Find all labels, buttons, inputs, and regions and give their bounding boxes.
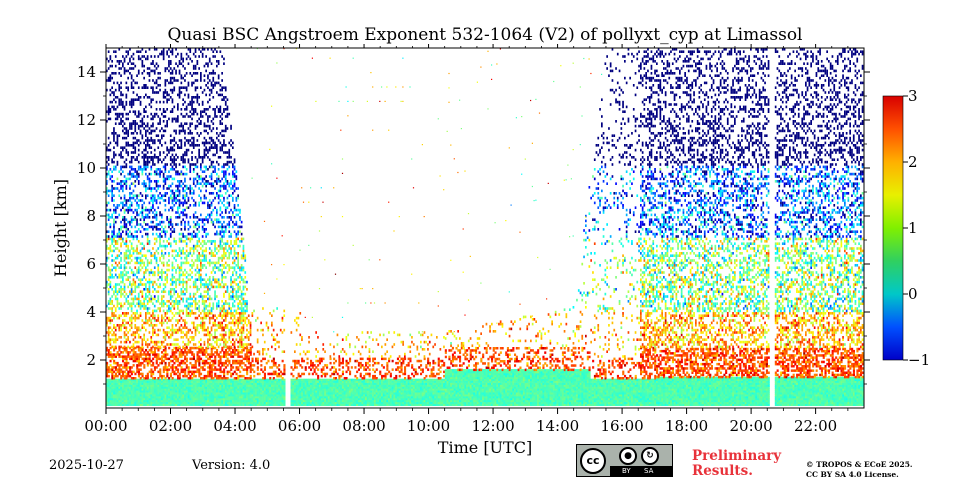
preliminary-results-note: Preliminary Results. [692, 449, 781, 479]
x-tick-label: 14:00 [536, 417, 579, 435]
y-tick-label: 12 [77, 111, 96, 129]
y-axis-label: Height [km] [51, 179, 70, 277]
x-tick-label: 12:00 [471, 417, 514, 435]
y-tick-label: 10 [77, 159, 96, 177]
colorbar-tick-label: 1 [908, 219, 918, 237]
colorbar [883, 96, 903, 360]
colorbar-tick-label: 0 [908, 285, 918, 303]
x-tick-label: 18:00 [665, 417, 708, 435]
license-strip: BY SA [610, 466, 672, 476]
x-tick-label: 10:00 [407, 417, 450, 435]
x-tick-label: 16:00 [600, 417, 643, 435]
preliminary-line-2: Results. [692, 464, 781, 479]
colorbar-tick-label: 3 [908, 87, 918, 105]
cc-license-badge: cc ● ↻ BY SA [576, 444, 673, 477]
colorbar-tick-label: −1 [908, 351, 930, 369]
chart-title: Quasi BSC Angstroem Exponent 532-1064 (V… [0, 25, 960, 45]
attribution-person-icon: ● [619, 447, 637, 465]
x-tick-label: 22:00 [794, 417, 837, 435]
y-tick-label: 8 [86, 207, 96, 225]
x-tick-label: 06:00 [278, 417, 321, 435]
y-tick-label: 2 [86, 351, 96, 369]
x-axis-label: Time [UTC] [438, 438, 532, 457]
preliminary-line-1: Preliminary [692, 449, 781, 464]
copyright-line-2: CC BY SA 4.0 License. [806, 470, 913, 480]
colorbar-tick-label: 2 [908, 153, 918, 171]
heatmap-data [106, 46, 866, 406]
y-tick-label: 4 [86, 303, 96, 321]
x-tick-label: 02:00 [149, 417, 192, 435]
x-tick-label: 00:00 [84, 417, 127, 435]
footer-date: 2025-10-27 [49, 458, 124, 473]
cc-logo-icon: cc [580, 448, 606, 474]
y-tick-label: 6 [86, 255, 96, 273]
x-tick-label: 08:00 [342, 417, 385, 435]
copyright-line-1: © TROPOS & ECoE 2025. [806, 460, 913, 470]
y-tick-label: 14 [77, 63, 96, 81]
sa-label: SA [644, 466, 653, 476]
x-tick-label: 20:00 [729, 417, 772, 435]
copyright-note: © TROPOS & ECoE 2025. CC BY SA 4.0 Licen… [806, 460, 913, 480]
x-tick-label: 04:00 [213, 417, 256, 435]
colorbar-ticks: −1 0 1 2 3 [903, 87, 930, 369]
footer-version: Version: 4.0 [192, 458, 270, 473]
by-label: BY [622, 466, 631, 476]
share-alike-icon: ↻ [641, 447, 659, 465]
